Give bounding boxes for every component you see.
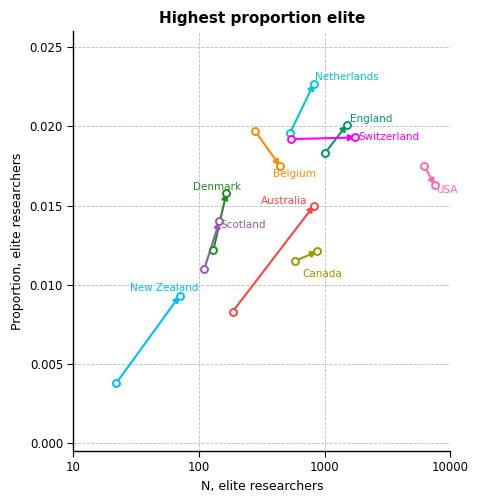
Text: Canada: Canada (302, 269, 342, 279)
Text: Denmark: Denmark (193, 181, 241, 192)
Title: Highest proportion elite: Highest proportion elite (159, 11, 365, 26)
Text: Australia: Australia (261, 196, 307, 206)
Text: England: England (350, 113, 393, 123)
Text: Scotland: Scotland (220, 220, 266, 229)
Y-axis label: Proportion, elite researchers: Proportion, elite researchers (11, 153, 24, 330)
Text: Netherlands: Netherlands (315, 73, 379, 82)
X-axis label: N, elite researchers: N, elite researchers (201, 480, 323, 493)
Text: USA: USA (436, 185, 457, 195)
Text: Switzerland: Switzerland (358, 133, 420, 143)
Text: New Zealand: New Zealand (130, 283, 198, 293)
Text: Belgium: Belgium (274, 169, 316, 179)
